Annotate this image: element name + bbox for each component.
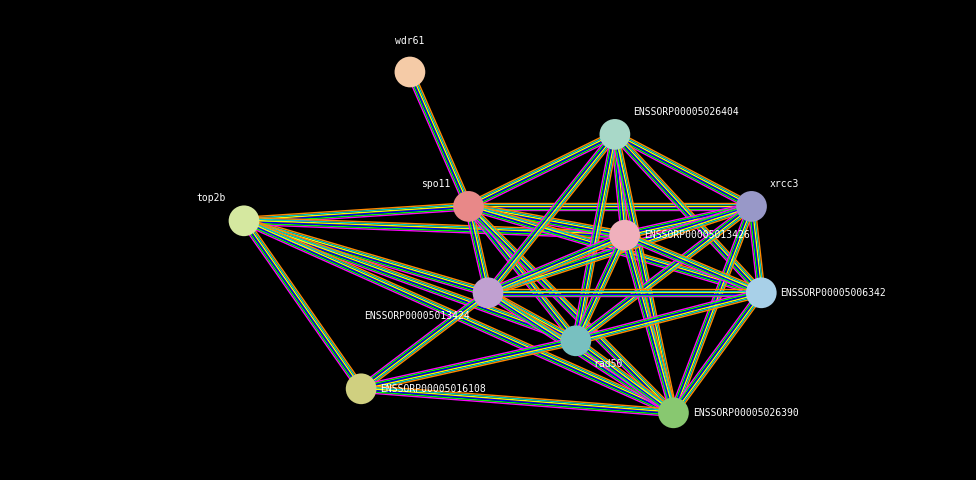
- Circle shape: [599, 119, 630, 150]
- Text: spo11: spo11: [422, 179, 451, 189]
- Text: ENSSORP00005016108: ENSSORP00005016108: [381, 384, 486, 394]
- Circle shape: [609, 220, 640, 251]
- Circle shape: [560, 325, 591, 356]
- Text: rad50: rad50: [593, 359, 623, 369]
- Text: top2b: top2b: [197, 193, 226, 203]
- Circle shape: [346, 373, 377, 404]
- Text: wdr61: wdr61: [395, 36, 425, 46]
- Circle shape: [746, 277, 777, 308]
- Circle shape: [736, 191, 767, 222]
- Text: ENSSORP00005013426: ENSSORP00005013426: [644, 230, 750, 240]
- Circle shape: [472, 277, 504, 308]
- Circle shape: [453, 191, 484, 222]
- Text: ENSSORP00005013424: ENSSORP00005013424: [364, 311, 470, 321]
- Circle shape: [228, 205, 260, 236]
- Text: ENSSORP00005006342: ENSSORP00005006342: [781, 288, 886, 298]
- Text: ENSSORP00005026404: ENSSORP00005026404: [632, 107, 739, 117]
- Circle shape: [658, 397, 689, 428]
- Text: xrcc3: xrcc3: [769, 179, 798, 189]
- Text: ENSSORP00005026390: ENSSORP00005026390: [693, 408, 798, 418]
- Circle shape: [394, 57, 426, 87]
